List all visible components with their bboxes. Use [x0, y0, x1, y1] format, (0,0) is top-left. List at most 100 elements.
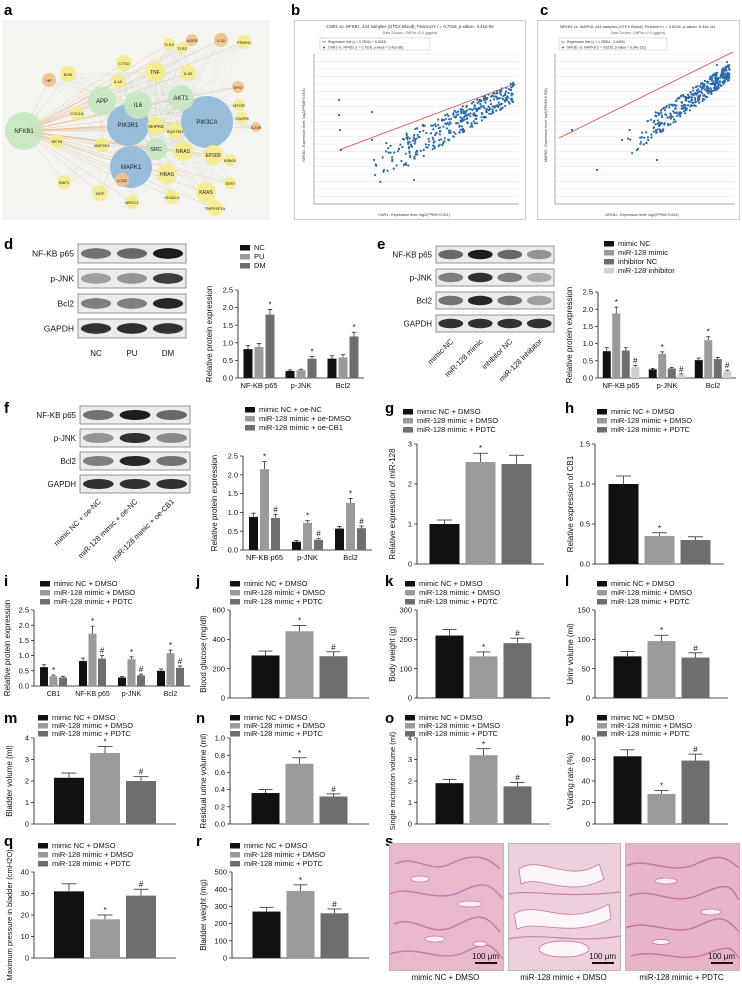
node-tlr4	[163, 38, 175, 50]
scatter-b-point	[483, 106, 486, 109]
scatter-b-point	[460, 110, 463, 113]
scatter-b-xlabel: CNR1 - Expression level: log2(FPKM+0.001…	[378, 213, 449, 217]
scatter-b-legend-regression: Regression line (y = 0.2902x + 8.6543)	[328, 40, 386, 44]
node-il1a	[111, 74, 125, 88]
node-mapk8	[147, 117, 165, 135]
node-nras	[173, 141, 193, 161]
scatter-b-point	[467, 113, 470, 116]
node-label-ctsd: CTSD	[119, 61, 130, 66]
scatter-b-point	[374, 163, 377, 166]
blot-band	[80, 298, 112, 309]
blot-band	[119, 455, 151, 467]
scatter-b-point	[379, 180, 382, 183]
scatter-b-point	[418, 130, 421, 133]
scatter-b-point	[468, 108, 471, 111]
chart-p-legend-swatch	[597, 731, 607, 737]
scatter-b-point	[387, 147, 390, 150]
scatter-c-point	[658, 125, 661, 128]
chart-h-bar	[644, 536, 675, 564]
chart-k-legend-label: miR-128 mimic + DMSO	[419, 588, 500, 597]
chart-e-legend-label: miR-128 mimic	[618, 248, 668, 257]
blot-band	[438, 318, 464, 329]
scatter-c-point	[716, 78, 720, 81]
node-label-il18: IL18	[217, 38, 226, 43]
panel-label-q: q	[4, 833, 14, 850]
chart-r-bar	[286, 890, 315, 958]
panel-label-g: g	[385, 400, 395, 417]
chart-e-significance-mark: #	[725, 361, 730, 370]
scatter-c-point	[690, 93, 693, 96]
scatter-b-point	[457, 110, 460, 113]
scale-label-3: 100 μm	[708, 952, 735, 961]
chart-d-bar	[243, 349, 253, 378]
scatter-c-point	[696, 97, 699, 101]
scatter-b-point	[470, 108, 473, 111]
scatter-c-point	[720, 72, 723, 75]
chart-i-category-label: p-JNK	[122, 691, 142, 698]
chart-n-tick-label: 0.8	[215, 751, 225, 760]
chart-n-tick-label: 0.0	[215, 820, 225, 829]
chart-m-bar	[126, 781, 156, 824]
scatter-c-point	[686, 93, 690, 96]
chart-d-significance-mark: *	[310, 348, 313, 357]
scatter-b-point	[405, 133, 408, 137]
scatter-c-point	[676, 114, 679, 118]
chart-f-legend-swatch	[245, 407, 255, 413]
scatter-c-point	[694, 91, 697, 95]
chart-d-tick-label: 2.5	[223, 286, 233, 295]
blot-strip-2	[435, 291, 555, 310]
scatter-c-point	[697, 88, 700, 91]
scatter-c-point	[689, 91, 692, 94]
chart-o-legend-swatch	[405, 731, 415, 737]
chart-k-tick-label: 200	[399, 635, 412, 644]
chart-o-legend-swatch	[405, 715, 415, 721]
chart-f-category-label: NF-KB p65	[246, 553, 283, 562]
scatter-c-point	[704, 88, 707, 91]
scatter-b-point	[407, 142, 410, 145]
chart-n-bar	[251, 793, 280, 824]
blot-band	[526, 249, 552, 260]
scatter-b-point	[495, 95, 498, 98]
chart-k-tick-label: 0	[408, 694, 412, 703]
scatter-b-point	[504, 96, 507, 99]
bar-chart-e: 0.0 0.5 1.0 1.5 2.0 2.5 Relative protein expre…	[565, 240, 736, 390]
scatter-c-point	[656, 122, 659, 125]
scatter-b-point	[500, 107, 503, 110]
chart-e-tick-label: 2.5	[583, 288, 593, 297]
chart-d-tick-label: 0.0	[223, 374, 233, 383]
scatter-b-point	[469, 125, 472, 128]
bar-chart-j: 0 200 400 600 Blood glucose (mg/dl) mimic NC …	[199, 579, 369, 703]
scatter-b-point	[504, 92, 507, 95]
node-il1b	[180, 65, 196, 81]
scatter-b-point	[507, 101, 510, 104]
scatter-b-point	[432, 144, 435, 147]
chart-o-tick-label: 2	[408, 777, 412, 786]
scatter-c-point	[570, 128, 574, 132]
scatter-b-point	[399, 143, 402, 146]
scatter-b-point	[425, 146, 428, 149]
node-label-lcn2: LCN2	[117, 178, 128, 183]
scatter-b-point	[422, 154, 425, 158]
scatter-b-point	[501, 97, 504, 100]
scatter-b-point	[431, 148, 434, 151]
scatter-b-point	[372, 158, 376, 162]
scatter-c-point	[714, 79, 718, 82]
scatter-b-point	[485, 107, 488, 110]
chart-f-ylabel: Relative protein expression	[210, 455, 219, 552]
scatter-b-point	[473, 104, 476, 107]
scatter-b-point	[449, 122, 452, 125]
chart-m-tick-label: 1	[25, 798, 29, 807]
chart-q-significance-mark: #	[139, 880, 144, 889]
edge-ager	[23, 39, 193, 132]
scatter-b-point	[413, 138, 416, 141]
chart-g-bar	[501, 464, 532, 564]
chart-o-tick-label: 4	[408, 734, 412, 743]
scatter-c-point	[690, 98, 693, 101]
scatter-c-legend-regression: Regression line (y = 1.2895x - 3.4455)	[567, 40, 625, 44]
scatter-c-point	[626, 137, 630, 140]
scatter-b-point	[493, 92, 496, 95]
chart-g-legend-label: miR-128 mimic + PDTC	[417, 425, 497, 434]
scatter-b-point	[401, 137, 404, 140]
chart-q-tick-label: 30	[21, 889, 29, 898]
scatter-b-point	[397, 147, 400, 150]
